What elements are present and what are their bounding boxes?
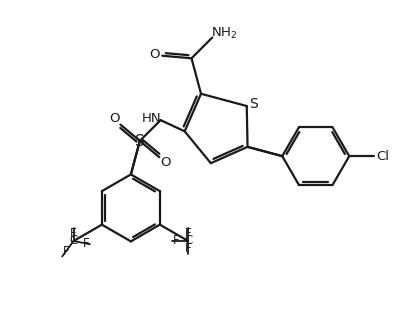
Text: NH$_2$: NH$_2$ <box>210 26 237 41</box>
Text: O: O <box>110 113 120 125</box>
Text: F: F <box>70 227 77 240</box>
Text: S: S <box>134 134 144 149</box>
Text: F: F <box>185 227 192 240</box>
Text: F: F <box>173 235 179 248</box>
Text: O: O <box>160 155 171 169</box>
Text: HN: HN <box>142 112 161 125</box>
Text: C: C <box>69 235 78 248</box>
Text: C: C <box>184 235 192 248</box>
Text: Cl: Cl <box>376 150 389 163</box>
Text: F: F <box>185 242 192 255</box>
Text: F: F <box>82 236 89 250</box>
Text: S: S <box>249 97 258 111</box>
Text: F: F <box>63 245 70 258</box>
Text: O: O <box>150 48 160 61</box>
